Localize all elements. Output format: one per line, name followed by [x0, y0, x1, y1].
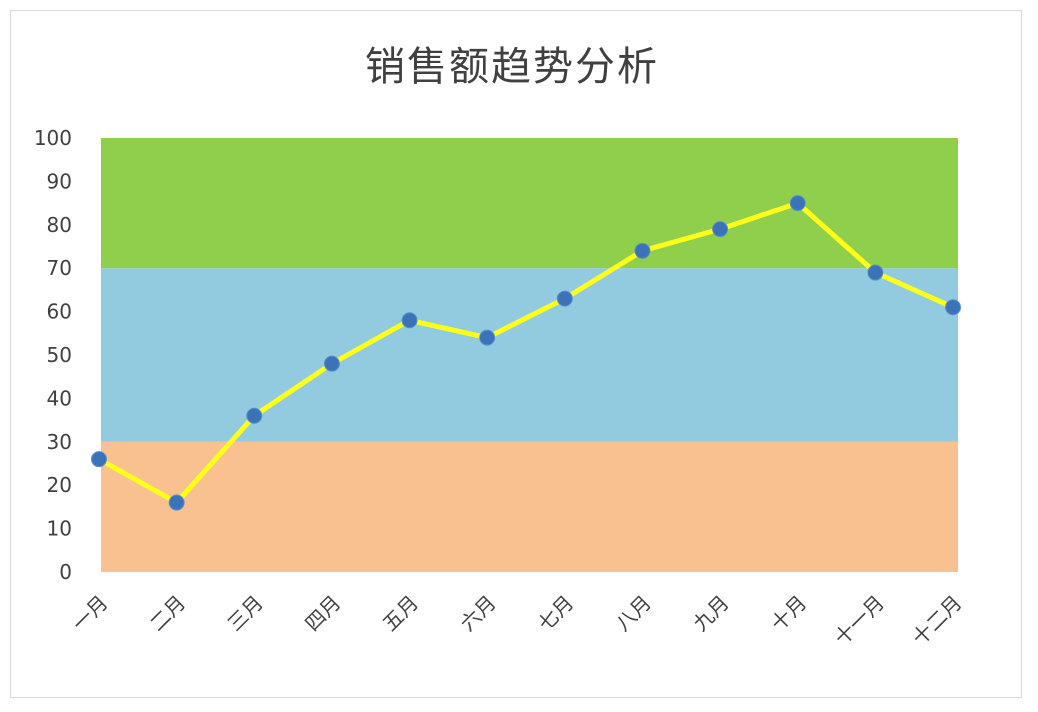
band-1 — [101, 268, 958, 442]
band-0 — [101, 441, 958, 572]
x-tick-label: 九月 — [688, 591, 733, 636]
x-tick-label: 四月 — [300, 591, 345, 636]
data-point — [789, 195, 806, 212]
data-point — [712, 221, 729, 238]
x-tick-label: 六月 — [455, 591, 500, 636]
y-tick-label: 70 — [47, 256, 72, 280]
y-tick-label: 30 — [47, 430, 72, 454]
band-layer — [101, 138, 958, 572]
x-tick-label: 二月 — [145, 591, 190, 636]
y-tick-label: 40 — [47, 386, 72, 410]
data-point — [634, 242, 651, 259]
y-tick-label: 80 — [47, 213, 72, 237]
data-point — [556, 290, 573, 307]
band-2 — [101, 138, 958, 269]
y-tick-label: 10 — [47, 517, 72, 541]
x-axis-ticks: 一月 二月 三月 四月 五月 六月 七月 八月 九月 十月 十一月 十二月 — [67, 591, 966, 650]
data-point — [246, 407, 263, 424]
series-line-layer — [96, 200, 956, 506]
data-point — [168, 494, 185, 511]
data-point — [479, 329, 496, 346]
x-tick-label: 八月 — [611, 591, 656, 636]
x-tick-label: 一月 — [67, 591, 112, 636]
y-tick-label: 50 — [47, 343, 72, 367]
y-tick-label: 90 — [47, 169, 72, 193]
series-line — [96, 200, 956, 506]
data-point — [867, 264, 884, 281]
x-tick-label: 十月 — [766, 591, 811, 636]
x-tick-label: 十一月 — [830, 591, 889, 650]
x-tick-label: 三月 — [223, 591, 268, 636]
data-point — [945, 299, 961, 316]
x-tick-label: 五月 — [378, 591, 423, 636]
y-tick-label: 100 — [34, 126, 72, 150]
series-marker-layer — [91, 195, 961, 511]
y-tick-label: 0 — [59, 560, 72, 584]
data-point — [91, 451, 107, 468]
y-tick-label: 60 — [47, 300, 72, 324]
x-tick-label: 七月 — [533, 591, 578, 636]
data-point — [323, 355, 340, 372]
chart-title: 销售额趋势分析 — [365, 44, 659, 90]
y-tick-label: 20 — [47, 473, 72, 497]
data-point — [401, 312, 418, 329]
y-axis-ticks: 0 10 20 30 40 50 60 70 80 90 100 — [34, 126, 72, 584]
x-tick-label: 十二月 — [907, 591, 966, 650]
